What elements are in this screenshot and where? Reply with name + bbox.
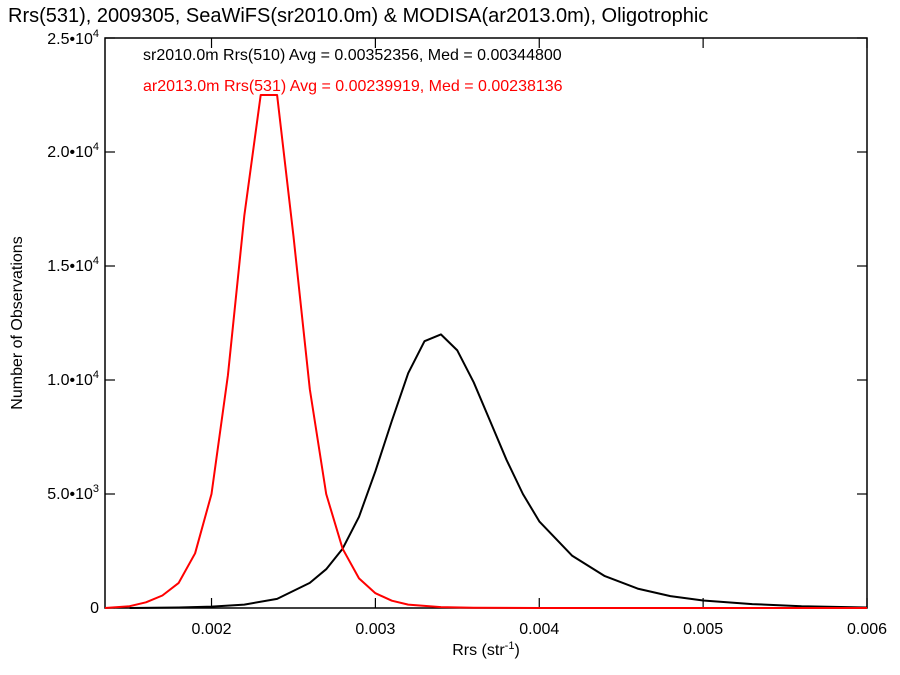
series-lines bbox=[104, 94, 868, 609]
series-line-sr2010 bbox=[129, 333, 868, 609]
x-axis-ticks: 0.002 0.003 0.004 0.005 0.006 bbox=[191, 38, 887, 638]
y-axis-ticks: 0 5.0•103 1.0•104 1.5•104 2.0•104 2.5•104 bbox=[47, 28, 867, 617]
y-tick-label: 1.0•104 bbox=[47, 369, 99, 389]
x-axis-title: Rrs (str-1) bbox=[452, 640, 520, 659]
legend-entry-sr2010: sr2010.0m Rrs(510) Avg = 0.00352356, Med… bbox=[143, 47, 562, 64]
x-tick-label: 0.006 bbox=[847, 621, 887, 638]
y-tick-label: 2.5•104 bbox=[47, 28, 99, 48]
legend-entry-ar2013: ar2013.0m Rrs(531) Avg = 0.00239919, Med… bbox=[143, 78, 563, 95]
y-tick-label: 5.0•103 bbox=[47, 483, 99, 503]
y-tick-label: 0 bbox=[90, 600, 99, 617]
legend: sr2010.0m Rrs(510) Avg = 0.00352356, Med… bbox=[143, 47, 563, 95]
y-tick-label: 2.0•104 bbox=[47, 141, 99, 161]
x-tick-label: 0.002 bbox=[191, 621, 231, 638]
x-tick-label: 0.005 bbox=[683, 621, 723, 638]
y-axis-title: Number of Observations bbox=[9, 236, 26, 409]
y-tick-label: 1.5•104 bbox=[47, 255, 99, 275]
chart-title: Rrs(531), 2009305, SeaWiFS(sr2010.0m) & … bbox=[8, 5, 708, 27]
x-tick-label: 0.003 bbox=[355, 621, 395, 638]
x-tick-label: 0.004 bbox=[519, 621, 559, 638]
plot-frame bbox=[104, 37, 868, 609]
series-line-ar2013 bbox=[104, 94, 867, 609]
